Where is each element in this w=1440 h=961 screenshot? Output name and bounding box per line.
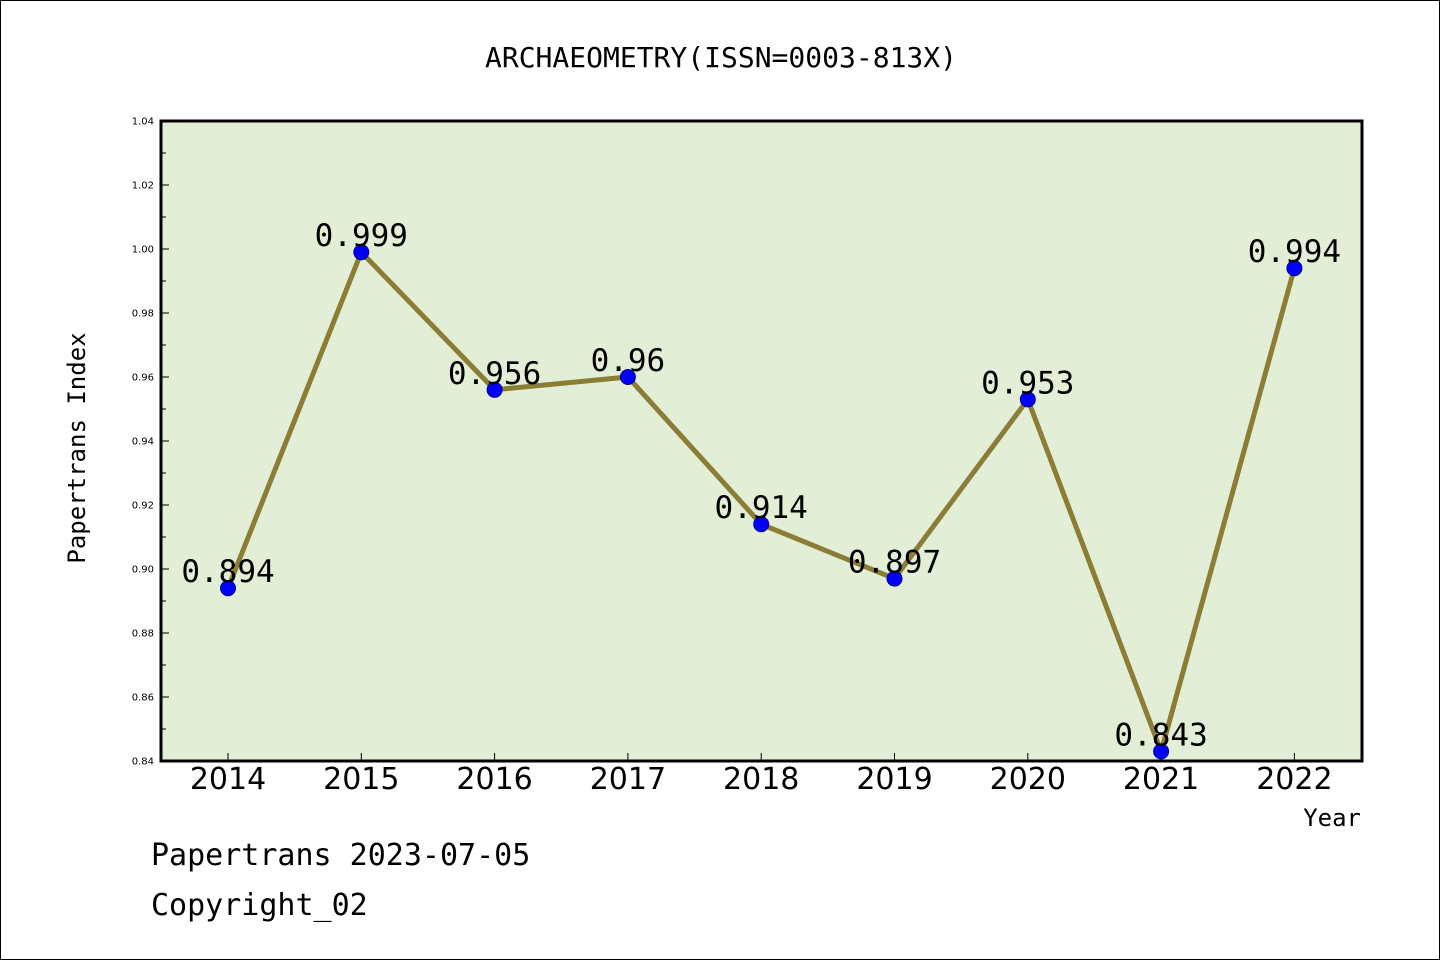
x-axis-label: Year — [1303, 804, 1361, 832]
data-label: 0.894 — [181, 554, 274, 590]
y-tick-label: 0.88 — [132, 629, 154, 640]
plot-area — [161, 121, 1362, 761]
y-tick-label: 0.92 — [132, 501, 154, 512]
footer-date: Papertrans 2023-07-05 — [151, 838, 530, 873]
data-label: 0.994 — [1248, 234, 1341, 270]
data-point — [1019, 391, 1036, 408]
data-label: 0.897 — [848, 545, 941, 581]
data-point — [1286, 260, 1303, 277]
y-axis-label: Papertrans Index — [63, 332, 91, 563]
y-tick-label: 0.94 — [132, 437, 154, 448]
data-point — [220, 580, 236, 597]
data-label: 0.953 — [981, 365, 1074, 401]
data-point — [619, 369, 636, 385]
y-tick-label: 1.00 — [132, 245, 154, 256]
chart-title: ARCHAEOMETRY(ISSN=0003-813X) — [485, 41, 957, 74]
data-label: 0.843 — [1114, 717, 1207, 753]
y-axis-ticks: 0.84 0.86 0.88 0.90 0.92 0.94 0.96 0.98 1.00 1.02… — [132, 117, 169, 768]
data-label: 0.999 — [315, 218, 408, 254]
x-tick-label: 2022 — [1256, 762, 1332, 797]
y-tick-label: 1.02 — [132, 181, 154, 192]
data-point — [1153, 743, 1170, 760]
footer-copyright: Copyright_02 — [151, 888, 368, 923]
x-tick-label: 2017 — [590, 762, 666, 797]
x-axis-ticks: 2014 2015 2016 2017 2018 2019 2020 2021 2022 — [190, 753, 1333, 797]
y-tick-label: 1.04 — [132, 117, 154, 128]
data-point — [886, 570, 903, 587]
x-tick-label: 2015 — [323, 762, 399, 797]
data-label: 0.914 — [715, 490, 808, 526]
x-tick-label: 2021 — [1123, 762, 1199, 797]
marker-layer — [220, 244, 1303, 760]
y-tick-label: 0.86 — [132, 693, 154, 704]
data-point — [486, 381, 503, 398]
y-tick-label: 0.84 — [132, 757, 154, 768]
data-point — [753, 516, 770, 533]
x-tick-label: 2016 — [456, 762, 532, 797]
y-tick-label: 0.96 — [132, 373, 154, 384]
y-tick-label: 0.98 — [132, 309, 154, 320]
x-tick-label: 2020 — [990, 762, 1066, 797]
data-label: 0.96 — [591, 343, 666, 379]
data-label-layer: 0.894 0.999 0.956 0.96 0.914 0.897 0.953 0.843 0… — [181, 218, 1341, 753]
data-point — [353, 244, 370, 261]
data-label: 0.956 — [448, 356, 541, 392]
x-tick-label: 2014 — [190, 762, 266, 797]
x-tick-label: 2018 — [723, 762, 799, 797]
y-tick-label: 0.90 — [132, 565, 154, 576]
plot-border — [159, 119, 1364, 763]
x-tick-label: 2019 — [856, 762, 932, 797]
